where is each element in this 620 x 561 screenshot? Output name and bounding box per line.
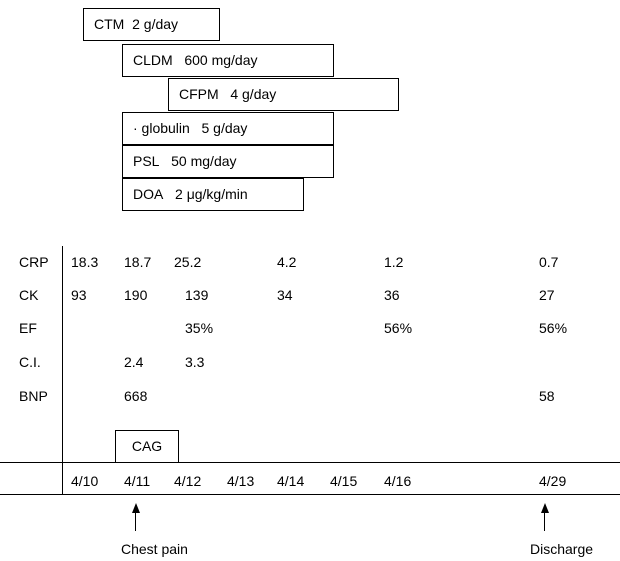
ck-value: 34	[277, 287, 293, 303]
drug-dose: 50 mg/day	[171, 153, 237, 169]
drug-dose: 600 mg/day	[184, 52, 258, 68]
row-label-ck: CK	[19, 287, 39, 303]
drug-dose: 2 g/day	[132, 16, 179, 32]
ck-value: 27	[539, 287, 555, 303]
ck-value: 93	[71, 287, 87, 303]
chest-pain-arrow-shaft	[135, 512, 136, 531]
drug-bar-cfpm: CFPM 4 g/day	[168, 78, 399, 111]
ef-value: 56%	[539, 320, 568, 336]
bnp-value: 58	[539, 388, 555, 404]
crp-value: 18.7	[124, 254, 152, 270]
drug-name: · globulin	[133, 120, 190, 136]
procedure-cag-box: CAG	[115, 430, 179, 463]
bnp-value: 668	[124, 388, 148, 404]
ck-value: 139	[185, 287, 209, 303]
crp-value: 25.2	[174, 254, 202, 270]
drug-name: CTM	[94, 16, 125, 32]
drug-bar-globulin: · globulin 5 g/day	[122, 112, 334, 145]
event-discharge: Discharge	[530, 541, 594, 557]
drug-bar-doa: DOA 2 μg/kg/min	[122, 178, 304, 211]
drug-name: PSL	[133, 153, 160, 169]
crp-value: 18.3	[71, 254, 99, 270]
ef-value: 35%	[185, 320, 214, 336]
date-label: 4/13	[227, 473, 255, 489]
date-label: 4/16	[384, 473, 412, 489]
date-label: 4/12	[174, 473, 202, 489]
date-divider-top	[0, 462, 620, 463]
row-label-ef: EF	[19, 320, 37, 336]
date-label: 4/10	[71, 473, 99, 489]
drug-dose: 2 μg/kg/min	[175, 186, 248, 202]
discharge-arrow-icon	[541, 503, 549, 513]
ck-value: 36	[384, 287, 400, 303]
date-label: 4/29	[539, 473, 567, 489]
row-label-ci: C.I.	[19, 354, 41, 370]
date-label: 4/11	[124, 473, 151, 489]
crp-value: 1.2	[384, 254, 404, 270]
discharge-arrow-shaft	[544, 512, 545, 531]
drug-name: CLDM	[133, 52, 173, 68]
chest-pain-arrow-icon	[132, 503, 140, 513]
date-label: 4/14	[277, 473, 305, 489]
ci-value: 2.4	[124, 354, 144, 370]
crp-value: 4.2	[277, 254, 297, 270]
row-label-crp: CRP	[19, 254, 49, 270]
drug-bar-ctm: CTM 2 g/day	[83, 8, 220, 41]
row-label-divider	[62, 246, 63, 495]
drug-dose: 4 g/day	[230, 86, 277, 102]
date-divider-bottom	[0, 494, 620, 495]
row-label-bnp: BNP	[19, 388, 48, 404]
ck-value: 190	[124, 287, 148, 303]
drug-bar-cldm: CLDM 600 mg/day	[122, 44, 334, 77]
ci-value: 3.3	[185, 354, 205, 370]
drug-bar-psl: PSL 50 mg/day	[122, 145, 334, 178]
event-chest-pain: Chest pain	[121, 541, 188, 557]
drug-dose: 5 g/day	[201, 120, 248, 136]
date-label: 4/15	[330, 473, 358, 489]
crp-value: 0.7	[539, 254, 559, 270]
drug-name: CFPM	[179, 86, 219, 102]
drug-name: DOA	[133, 186, 164, 202]
ef-value: 56%	[384, 320, 413, 336]
